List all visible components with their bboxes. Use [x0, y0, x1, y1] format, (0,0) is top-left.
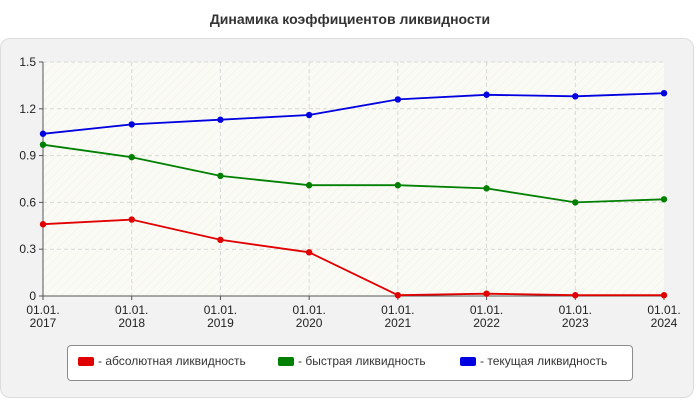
- data-point: [394, 96, 402, 103]
- x-tick-label: 01.01. 2017: [26, 303, 59, 330]
- data-point: [660, 196, 668, 203]
- data-point: [483, 91, 490, 98]
- data-point: [660, 292, 668, 299]
- series-lines: [39, 90, 668, 299]
- legend-label-current: - текущая ликвидность: [480, 354, 608, 368]
- x-tick-label: 01.01. 2023: [559, 303, 592, 330]
- plot-area: [43, 62, 664, 296]
- x-tick-label: 01.01. 2019: [204, 303, 237, 330]
- data-point: [572, 199, 579, 206]
- data-point: [572, 93, 579, 100]
- data-point: [305, 182, 313, 189]
- data-point: [128, 216, 135, 223]
- data-point: [483, 185, 490, 192]
- data-point: [39, 221, 47, 228]
- data-point: [217, 116, 224, 123]
- legend-swatch-quick: [278, 356, 294, 366]
- data-point: [305, 111, 313, 119]
- data-point: [305, 249, 313, 256]
- series-line-0: [42, 218, 664, 297]
- x-tick-label: 01.01. 2018: [115, 303, 148, 330]
- data-point: [128, 121, 135, 128]
- legend-label-absolute: - абсолютная ликвидность: [98, 354, 246, 368]
- data-point: [660, 90, 668, 97]
- legend-swatch-current: [460, 356, 476, 366]
- data-point: [217, 236, 224, 244]
- data-point: [394, 182, 402, 189]
- legend-label-quick: - быстрая ликвидность: [298, 354, 426, 368]
- data-point: [39, 130, 47, 137]
- y-tick-label: 1.5: [19, 55, 36, 69]
- data-point: [128, 153, 135, 161]
- data-point: [483, 290, 490, 297]
- y-tick-label: 1.2: [19, 102, 36, 116]
- data-point: [572, 292, 579, 299]
- legend-swatch-absolute: [78, 356, 94, 366]
- data-point: [217, 172, 224, 180]
- legend-item-current: - текущая ликвидность: [460, 354, 607, 368]
- y-tick-label: 0.9: [19, 149, 36, 163]
- y-tick-label: 0.3: [19, 242, 36, 256]
- y-tick-label: 0.6: [19, 195, 36, 209]
- series-line-2: [42, 92, 665, 135]
- series-line-1: [42, 143, 665, 204]
- x-tick-label: 01.01. 2021: [381, 303, 414, 330]
- chart-legend: - абсолютная ликвидность - быстрая ликви…: [67, 345, 633, 381]
- y-tick-label: 0: [29, 289, 36, 303]
- x-tick-label: 01.01. 2022: [470, 303, 503, 330]
- x-tick-label: 01.01. 2024: [647, 303, 680, 330]
- chart-title: Динамика коэффициентов ликвидности: [209, 11, 491, 27]
- data-point: [394, 292, 402, 299]
- x-tick-label: 01.01. 2020: [292, 303, 325, 330]
- legend-item-quick: - быстрая ликвидность: [278, 354, 426, 368]
- axes: 0 0.3 0.6 0.9 1.2 1.5 01.01. 2017 01.01. 2018 01.0…: [19, 55, 680, 330]
- data-point: [39, 141, 47, 148]
- legend-item-absolute: - абсолютная ликвидность: [78, 354, 246, 368]
